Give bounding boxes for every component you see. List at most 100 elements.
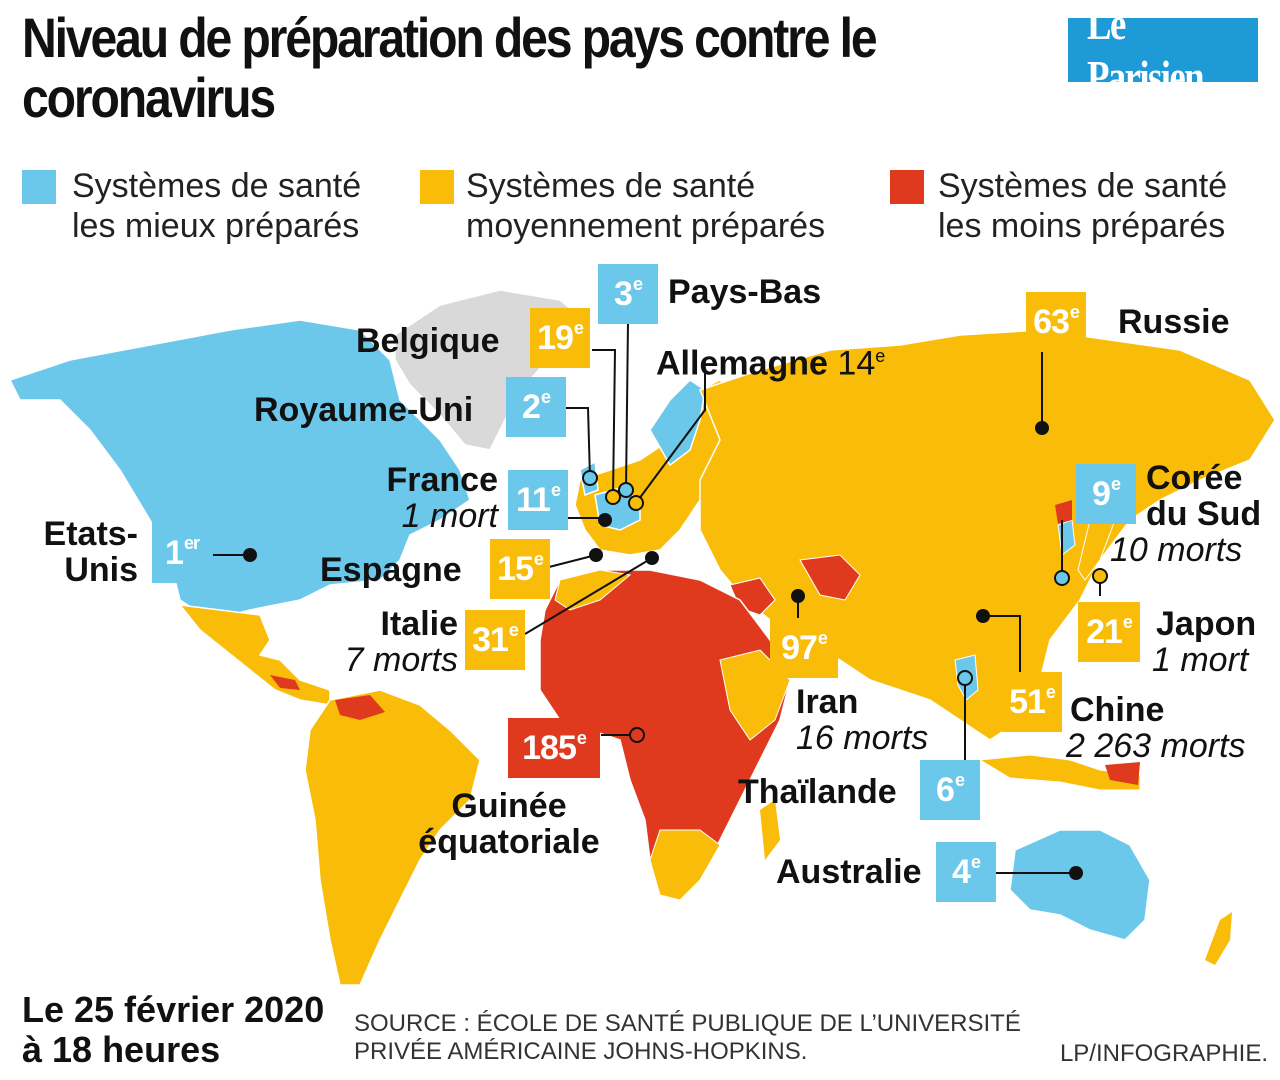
label-usa-line2: Unis bbox=[64, 551, 138, 589]
madagascar bbox=[760, 800, 780, 860]
marker-south-korea bbox=[1054, 570, 1070, 586]
label-guinea: Guinée équatoriale bbox=[404, 788, 614, 860]
rank-spain-suffix: e bbox=[533, 548, 544, 569]
venezuela-red bbox=[335, 695, 385, 720]
badge-russia: 63 e bbox=[1026, 292, 1086, 352]
north-america bbox=[8, 319, 471, 621]
page-title: Niveau de préparation des pays contre le… bbox=[22, 6, 878, 129]
source-line1: SOURCE : ÉCOLE DE SANTÉ PUBLIQUE DE L’UN… bbox=[354, 1010, 1021, 1037]
marker-guinea bbox=[629, 727, 645, 743]
credit: LP/INFOGRAPHIE. bbox=[1059, 1040, 1268, 1067]
label-spain: Espagne bbox=[320, 551, 462, 589]
badge-italy: 31 e bbox=[465, 610, 525, 670]
deaths-china: 2 263 morts bbox=[1066, 727, 1246, 765]
date-stamp: Le 25 février 2020 à 18 heures bbox=[22, 990, 324, 1070]
papua-red bbox=[1105, 762, 1140, 785]
central-america-red bbox=[270, 675, 300, 690]
deaths-france: 1 mort bbox=[401, 497, 498, 535]
label-iran: Iran bbox=[796, 683, 859, 721]
rank-netherlands: 3 bbox=[614, 274, 633, 313]
label-germany-name: Allemagne bbox=[656, 344, 828, 383]
legend-medium-line1: Systèmes de santé bbox=[466, 167, 756, 205]
label-uk: Royaume-Uni bbox=[254, 391, 474, 429]
rank-thailand: 6 bbox=[936, 770, 955, 809]
marker-belgium bbox=[605, 489, 621, 505]
label-thailand: Thaïlande bbox=[738, 773, 897, 811]
rank-italy: 31 bbox=[472, 620, 509, 659]
rank-spain: 15 bbox=[497, 549, 534, 588]
marker-spain bbox=[589, 548, 603, 562]
legend-best-line2: les mieux préparés bbox=[72, 207, 360, 245]
label-guinea-line1: Guinée bbox=[451, 787, 567, 825]
legend-swatch-medium bbox=[420, 170, 454, 204]
badge-guinea: 185 e bbox=[508, 718, 600, 778]
rank-uk-suffix: e bbox=[540, 386, 551, 407]
label-belgium: Belgique bbox=[356, 322, 500, 360]
label-guinea-line2: équatoriale bbox=[418, 823, 600, 861]
label-italy: Italie bbox=[380, 605, 458, 643]
marker-usa bbox=[243, 548, 257, 562]
rank-iran-suffix: e bbox=[817, 627, 828, 648]
legend-worst-line2: les moins préparés bbox=[938, 207, 1226, 245]
indonesia bbox=[978, 754, 1141, 791]
label-france: France bbox=[386, 461, 499, 499]
label-south-korea: Corée du Sud bbox=[1146, 460, 1261, 532]
rank-russia-suffix: e bbox=[1069, 301, 1080, 322]
rank-belgium-suffix: e bbox=[573, 317, 584, 338]
rank-iran: 97 bbox=[781, 628, 818, 667]
north-africa-yellow bbox=[554, 569, 632, 611]
legend-best-line1: Systèmes de santé bbox=[72, 167, 362, 205]
logo-text: Le Parisien bbox=[1087, 0, 1205, 102]
label-south-korea-line1: Corée bbox=[1146, 459, 1243, 497]
badge-spain: 15 e bbox=[490, 539, 550, 599]
marker-thailand bbox=[957, 670, 973, 686]
rank-russia: 63 bbox=[1033, 302, 1070, 341]
rank-usa-suffix: er bbox=[183, 532, 200, 553]
rank-belgium: 19 bbox=[537, 318, 574, 357]
label-usa: Etats- Unis bbox=[22, 516, 138, 588]
legend-swatch-best bbox=[22, 170, 56, 204]
legend-worst: Systèmes de santé les moins préparés bbox=[938, 166, 1227, 246]
rank-guinea: 185 bbox=[522, 728, 577, 767]
rank-south-korea: 9 bbox=[1092, 474, 1111, 513]
rank-japan: 21 bbox=[1086, 612, 1123, 651]
badge-france: 11 e bbox=[508, 470, 568, 530]
marker-russia bbox=[1035, 421, 1049, 435]
source-note: SOURCE : ÉCOLE DE SANTÉ PUBLIQUE DE L’UN… bbox=[354, 1010, 1021, 1066]
deaths-south-korea: 10 morts bbox=[1110, 531, 1243, 569]
source-line2: PRIVÉE AMÉRICAINE JOHNS-HOPKINS. bbox=[354, 1038, 808, 1065]
marker-australia bbox=[1069, 866, 1083, 880]
rank-thailand-suffix: e bbox=[954, 769, 965, 790]
legend-medium-line2: moyennement préparés bbox=[466, 207, 826, 245]
rank-uk: 2 bbox=[522, 387, 541, 426]
rank-france: 11 bbox=[516, 480, 551, 519]
badge-china: 51 e bbox=[1002, 672, 1062, 732]
marker-china bbox=[976, 609, 990, 623]
rank-japan-suffix: e bbox=[1122, 611, 1133, 632]
legend-worst-line1: Systèmes de santé bbox=[938, 167, 1228, 205]
badge-japan: 21 e bbox=[1078, 602, 1140, 662]
rank-china: 51 bbox=[1009, 682, 1046, 721]
rank-australia: 4 bbox=[952, 852, 971, 891]
label-south-korea-line2: du Sud bbox=[1146, 495, 1262, 533]
deaths-iran: 16 morts bbox=[796, 719, 929, 757]
le-parisien-logo: Le Parisien bbox=[1068, 0, 1258, 102]
badge-belgium: 19 e bbox=[530, 308, 590, 368]
marker-france bbox=[598, 513, 612, 527]
rank-china-suffix: e bbox=[1045, 681, 1056, 702]
marker-iran bbox=[791, 589, 805, 603]
country-markers bbox=[243, 421, 1108, 880]
date-line2: à 18 heures bbox=[22, 1029, 221, 1070]
rank-italy-suffix: e bbox=[508, 619, 519, 640]
badge-usa: 1 er bbox=[152, 523, 212, 583]
label-usa-line1: Etats- bbox=[43, 515, 138, 553]
legend-best: Systèmes de santé les mieux préparés bbox=[72, 166, 361, 246]
rank-guinea-suffix: e bbox=[576, 727, 587, 748]
south-america bbox=[304, 689, 481, 986]
badge-iran: 97 e bbox=[770, 618, 838, 678]
label-germany: Allemagne 14e bbox=[656, 338, 885, 381]
label-japan: Japon bbox=[1156, 605, 1257, 643]
